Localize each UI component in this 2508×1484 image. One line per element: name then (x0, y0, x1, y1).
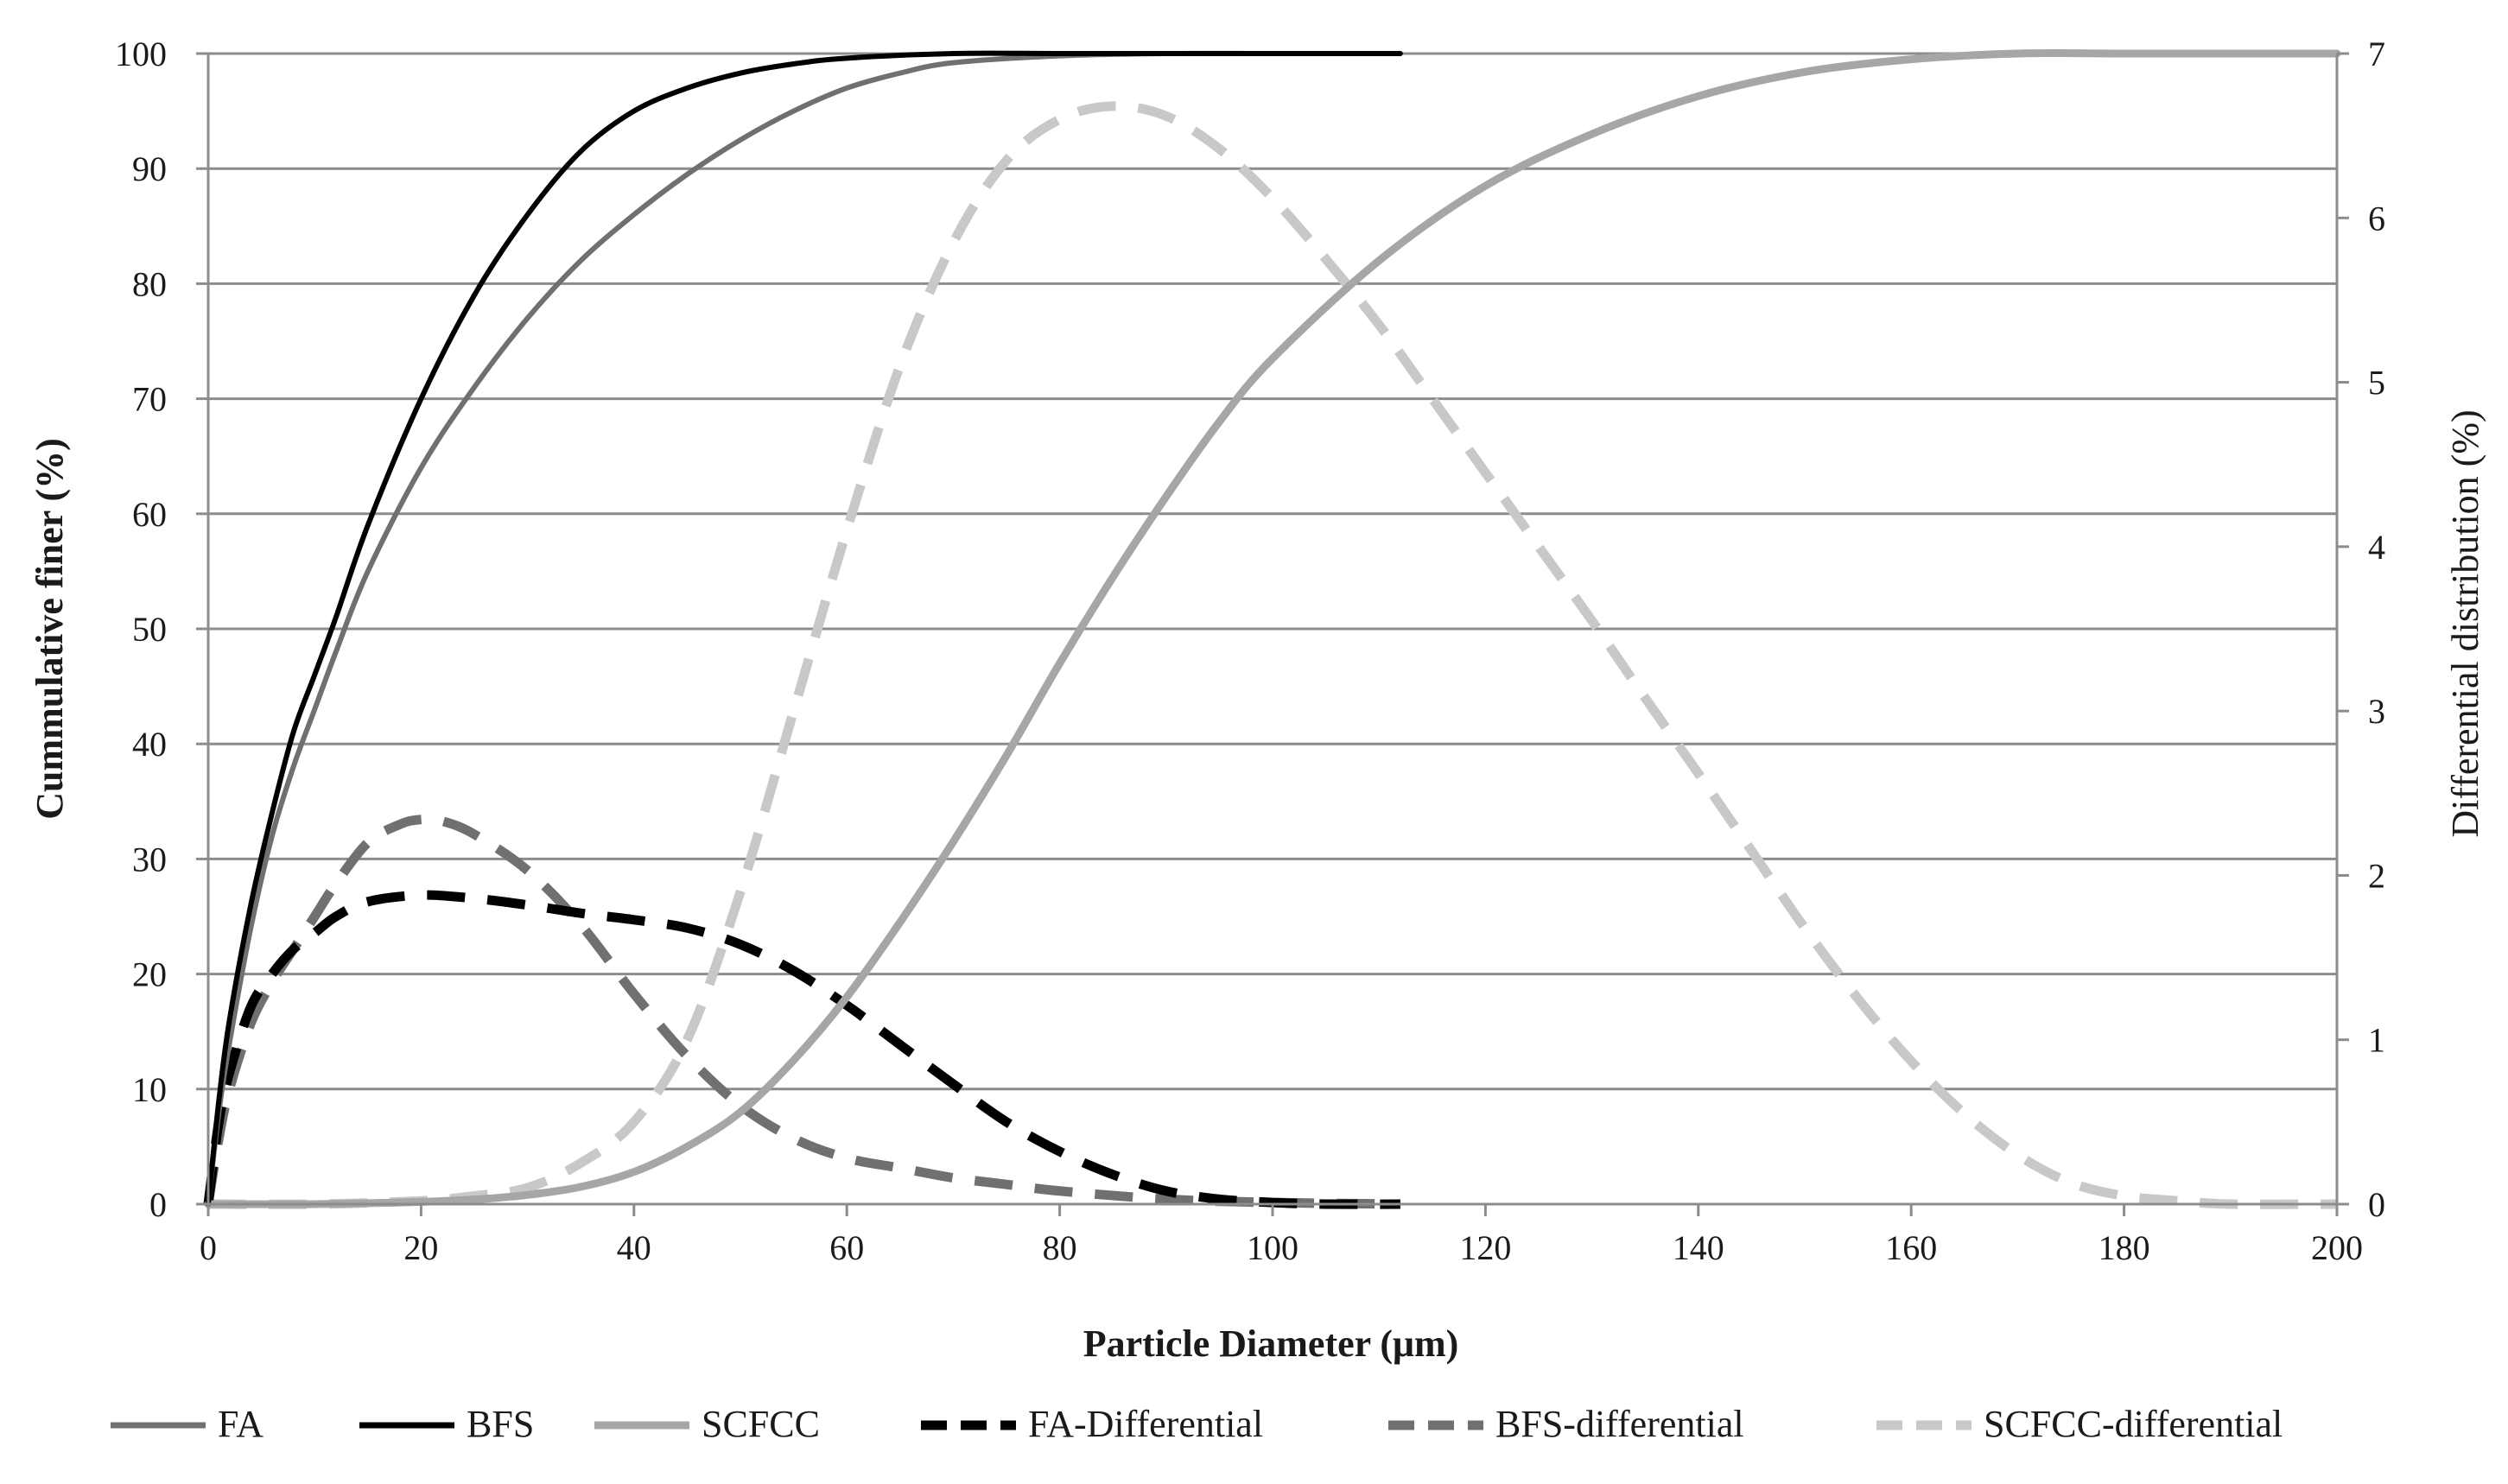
series-line-bfs-differential (203, 814, 1400, 1209)
x-tick-label: 100 (1247, 1228, 1298, 1267)
y2-tick-label: 0 (2368, 1185, 2385, 1224)
y-tick-label: 30 (132, 840, 167, 878)
y-tick-label: 80 (132, 264, 167, 303)
y2-tick-label: 5 (2368, 364, 2385, 403)
x-tick-label: 140 (1673, 1228, 1724, 1267)
legend-label-scfcc: SCFCC (702, 1403, 820, 1445)
legend: FA BFS SCFCC FA-Differential BFS-differentia… (111, 1403, 2283, 1445)
series-line-scfcc-differential (207, 101, 2338, 1209)
y-tick-label: 0 (149, 1185, 167, 1224)
y-tick-label: 20 (132, 955, 167, 994)
series-line-fa-differential (203, 890, 1400, 1209)
y2-tick-label: 6 (2368, 199, 2385, 238)
y2-tick-label: 7 (2368, 35, 2385, 73)
series-line-scfcc (204, 49, 2341, 1208)
x-tick-label: 60 (829, 1228, 864, 1267)
y-tick-label: 60 (132, 495, 167, 534)
y2-axis-title: Differential distribution (%) (2444, 409, 2486, 837)
grid-layer (208, 52, 2337, 1206)
x-tick-label: 80 (1043, 1228, 1077, 1267)
legend-label-scfcc-differential: SCFCC-differential (1984, 1403, 2283, 1445)
x-tick-label: 40 (617, 1228, 651, 1267)
y2-tick-label: 4 (2368, 528, 2385, 567)
legend-label-fa: FA (218, 1403, 263, 1445)
x-tick-label: 180 (2098, 1228, 2150, 1267)
y-axis-title: Cummulative finer (%) (29, 438, 71, 820)
y-tick-label: 100 (115, 35, 167, 73)
x-axis-title: Particle Diameter (μm) (1083, 1322, 1459, 1365)
y-tick-label: 50 (132, 610, 167, 649)
y2-tick-label: 1 (2368, 1021, 2385, 1060)
series-layer (203, 49, 2341, 1209)
y-tick-label: 40 (132, 725, 167, 764)
x-tick-label: 20 (403, 1228, 438, 1267)
legend-label-bfs: BFS (467, 1403, 534, 1445)
series-line-bfs (206, 50, 1403, 1207)
y-tick-label: 70 (132, 380, 167, 419)
series-line-fa (206, 50, 1403, 1207)
legend-label-bfs-differential: BFS-differential (1495, 1403, 1744, 1445)
y-tick-label: 10 (132, 1070, 167, 1109)
x-tick-label: 120 (1459, 1228, 1511, 1267)
x-tick-label: 0 (200, 1228, 217, 1267)
y-tick-label: 90 (132, 149, 167, 188)
y2-tick-label: 2 (2368, 856, 2385, 895)
x-tick-label: 200 (2311, 1228, 2363, 1267)
legend-label-fa-differential: FA-Differential (1028, 1403, 1263, 1445)
x-tick-label: 160 (1885, 1228, 1937, 1267)
y2-tick-label: 3 (2368, 692, 2385, 731)
